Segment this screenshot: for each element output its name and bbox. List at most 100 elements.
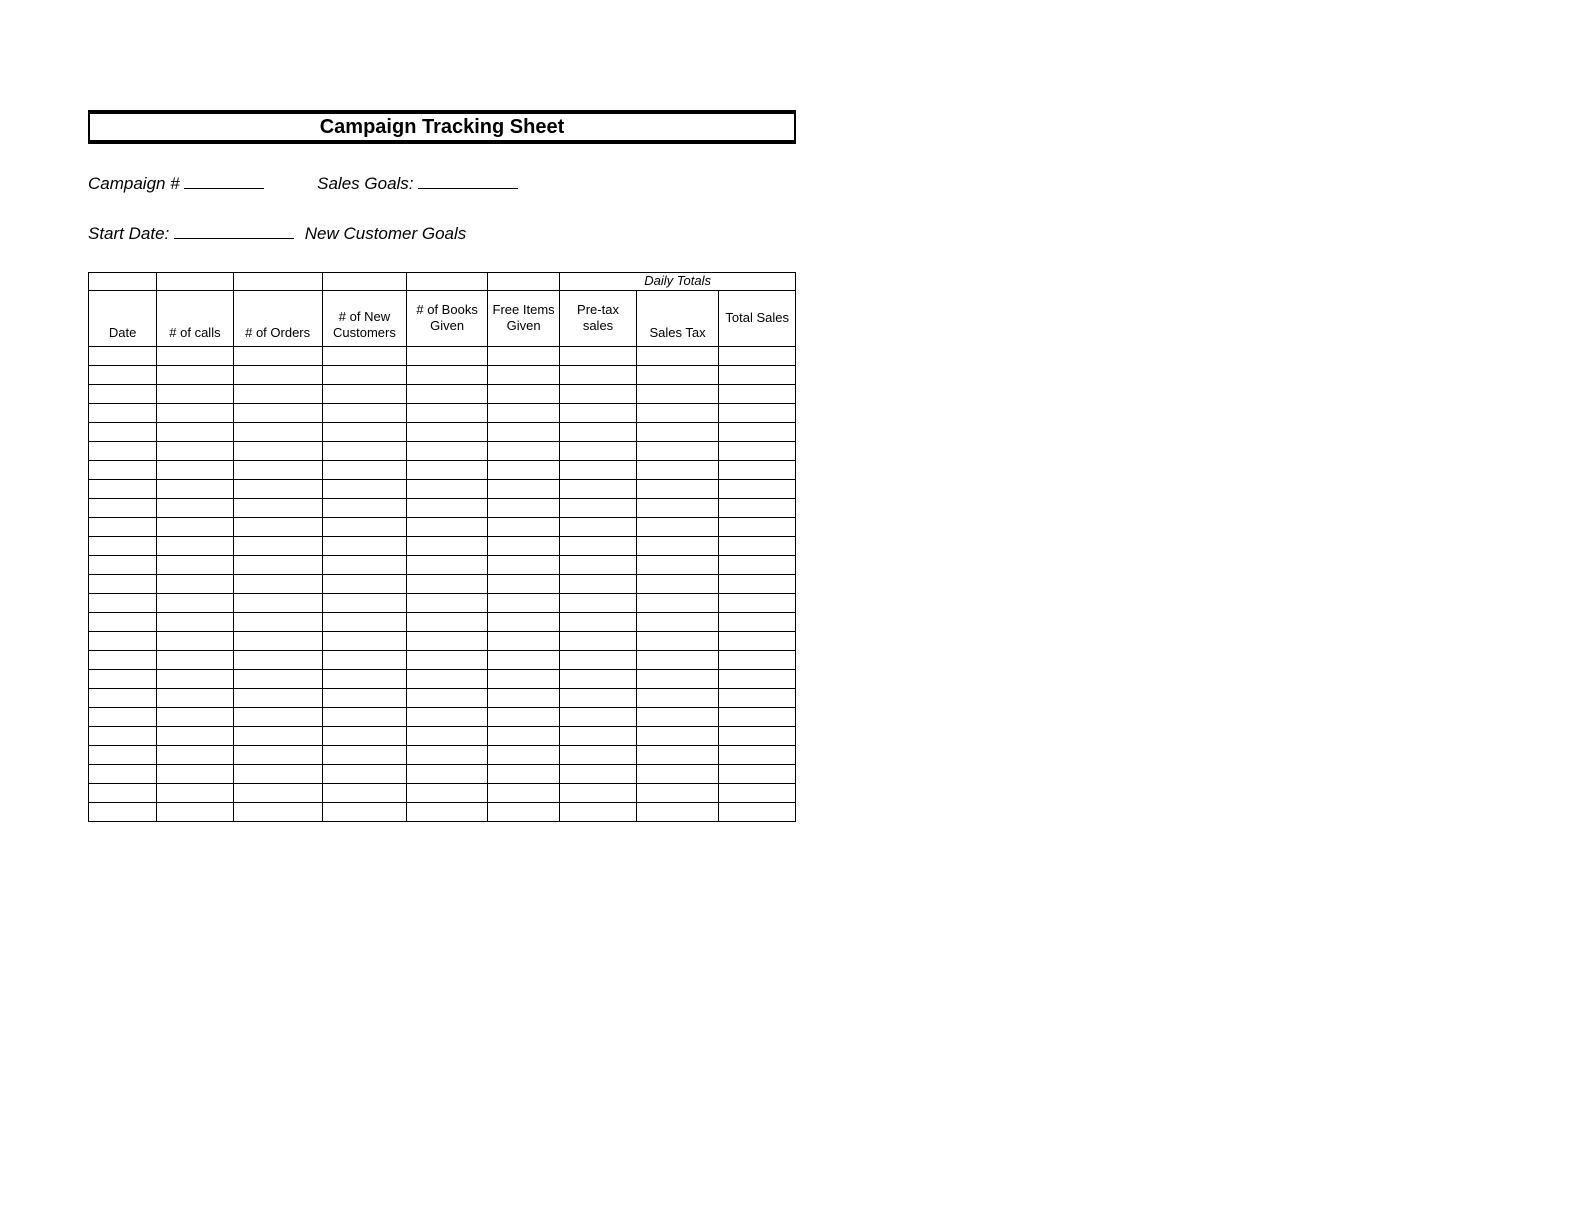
table-cell	[636, 346, 719, 365]
table-cell	[719, 574, 796, 593]
table-cell	[89, 536, 157, 555]
table-cell	[233, 479, 322, 498]
table-cell	[233, 555, 322, 574]
table-cell	[636, 422, 719, 441]
header-row-cols: Date # of calls # of Orders # of New Cus…	[89, 290, 796, 346]
table-cell	[719, 365, 796, 384]
table-cell	[89, 517, 157, 536]
table-cell	[407, 669, 488, 688]
table-cell	[636, 479, 719, 498]
table-cell	[407, 688, 488, 707]
table-cell	[636, 783, 719, 802]
table-cell	[89, 574, 157, 593]
table-cell	[89, 403, 157, 422]
table-row	[89, 612, 796, 631]
table-cell	[157, 346, 233, 365]
table-cell	[407, 764, 488, 783]
sheet-title: Campaign Tracking Sheet	[320, 116, 565, 139]
table-cell	[407, 365, 488, 384]
table-cell	[322, 365, 407, 384]
table-cell	[89, 498, 157, 517]
table-cell	[322, 783, 407, 802]
table-cell	[407, 479, 488, 498]
table-cell	[407, 783, 488, 802]
table-cell	[233, 726, 322, 745]
table-cell	[233, 783, 322, 802]
table-cell	[89, 365, 157, 384]
daily-totals-header: Daily Totals	[560, 272, 796, 290]
table-cell	[322, 384, 407, 403]
table-cell	[157, 783, 233, 802]
table-row	[89, 802, 796, 821]
table-cell	[89, 688, 157, 707]
table-cell	[157, 441, 233, 460]
table-cell	[636, 802, 719, 821]
table-cell	[233, 536, 322, 555]
table-cell	[233, 517, 322, 536]
table-cell	[89, 384, 157, 403]
col-date: Date	[89, 290, 157, 346]
table-cell	[636, 441, 719, 460]
table-cell	[636, 745, 719, 764]
table-cell	[407, 726, 488, 745]
table-cell	[157, 707, 233, 726]
col-calls: # of calls	[157, 290, 233, 346]
table-cell	[636, 726, 719, 745]
table-cell	[322, 764, 407, 783]
table-cell	[89, 783, 157, 802]
sales-goals-blank	[418, 175, 518, 189]
table-cell	[719, 479, 796, 498]
table-cell	[233, 612, 322, 631]
col-new-cust: # of New Customers	[322, 290, 407, 346]
table-row	[89, 650, 796, 669]
table-cell	[487, 346, 559, 365]
table-cell	[719, 764, 796, 783]
table-row	[89, 764, 796, 783]
table-cell	[487, 574, 559, 593]
table-row	[89, 517, 796, 536]
table-cell	[636, 669, 719, 688]
table-cell	[407, 802, 488, 821]
table-cell	[719, 612, 796, 631]
table-cell	[487, 650, 559, 669]
table-cell	[233, 422, 322, 441]
table-cell	[719, 669, 796, 688]
table-cell	[636, 650, 719, 669]
blank-hdr	[233, 272, 322, 290]
table-cell	[636, 517, 719, 536]
table-cell	[636, 707, 719, 726]
tracking-sheet: Campaign Tracking Sheet Campaign # Sales…	[88, 110, 796, 822]
table-row	[89, 669, 796, 688]
table-row	[89, 631, 796, 650]
table-cell	[636, 593, 719, 612]
table-cell	[487, 669, 559, 688]
table-cell	[89, 555, 157, 574]
table-row	[89, 403, 796, 422]
table-cell	[233, 631, 322, 650]
table-cell	[89, 726, 157, 745]
table-cell	[719, 498, 796, 517]
table-cell	[560, 555, 636, 574]
table-cell	[157, 802, 233, 821]
table-row	[89, 574, 796, 593]
table-cell	[719, 536, 796, 555]
table-cell	[719, 802, 796, 821]
table-row	[89, 422, 796, 441]
table-cell	[157, 384, 233, 403]
table-cell	[322, 650, 407, 669]
table-cell	[719, 688, 796, 707]
table-cell	[636, 555, 719, 574]
table-cell	[157, 460, 233, 479]
table-cell	[719, 650, 796, 669]
table-cell	[407, 593, 488, 612]
table-cell	[719, 783, 796, 802]
table-cell	[322, 612, 407, 631]
table-cell	[322, 498, 407, 517]
table-cell	[233, 764, 322, 783]
table-cell	[322, 802, 407, 821]
table-cell	[636, 688, 719, 707]
table-cell	[560, 384, 636, 403]
table-cell	[89, 631, 157, 650]
table-row	[89, 498, 796, 517]
table-cell	[719, 422, 796, 441]
